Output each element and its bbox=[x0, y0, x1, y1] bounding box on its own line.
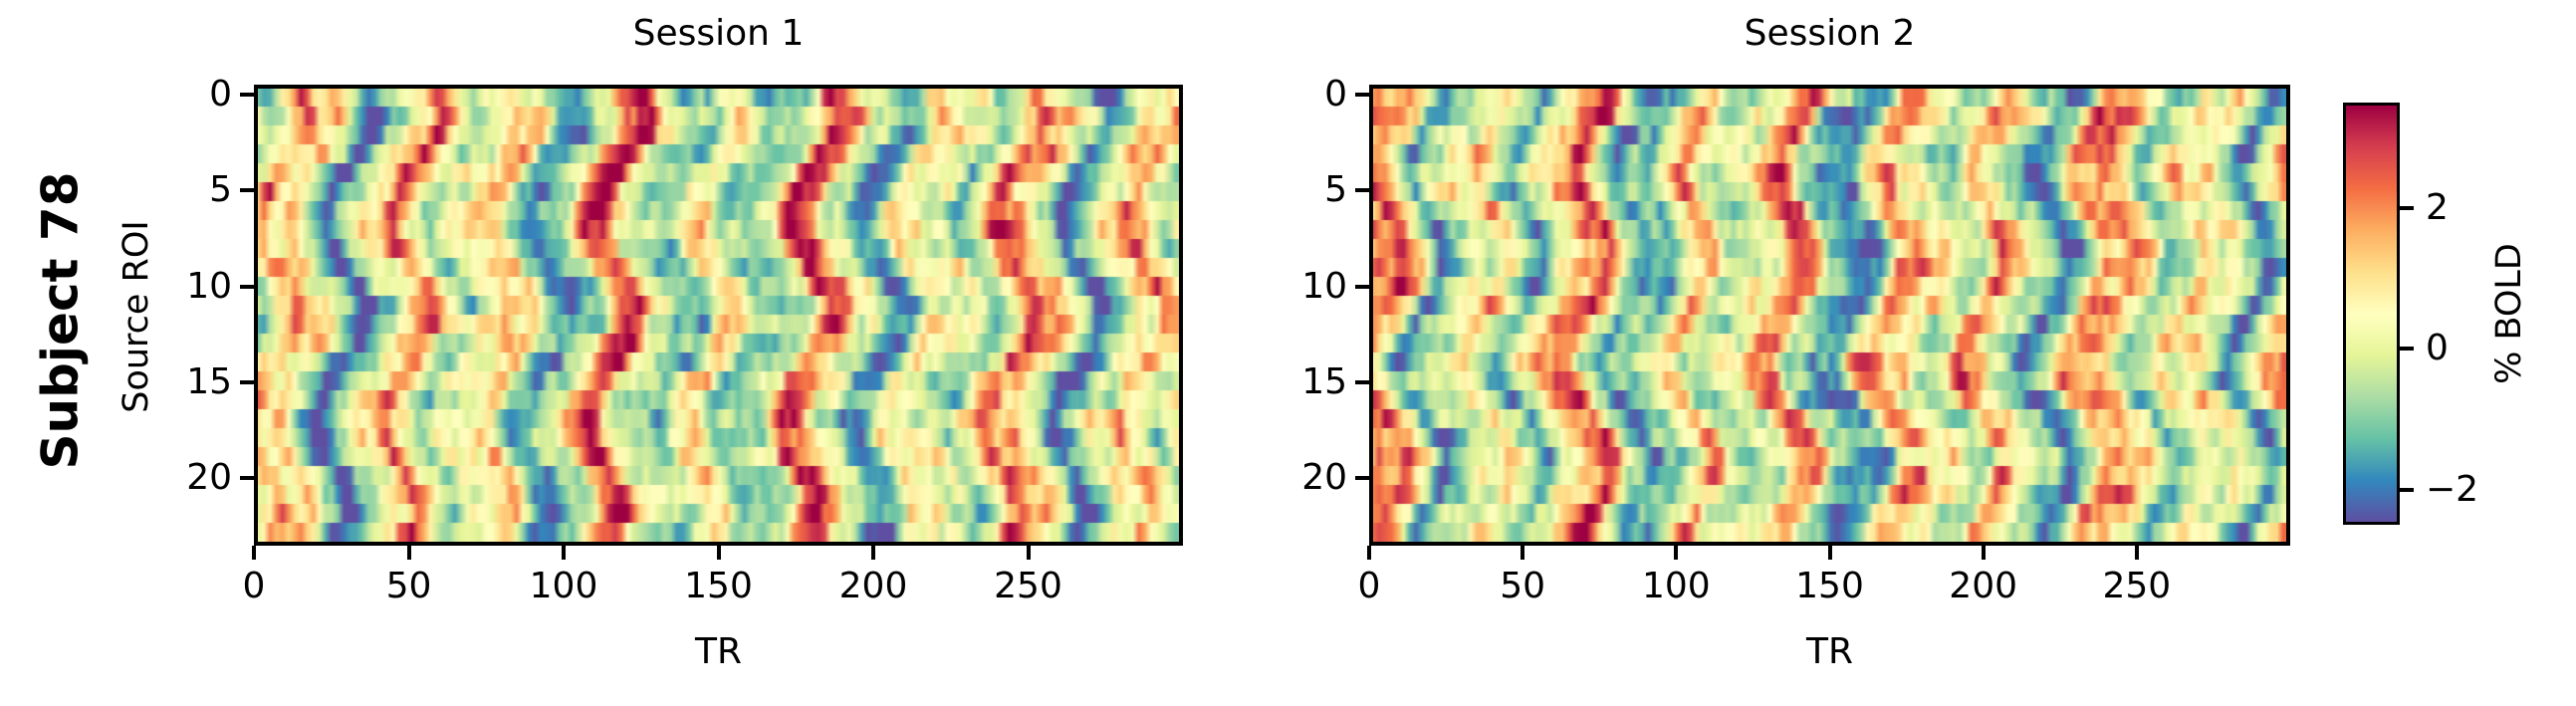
x-tick-label: 250 bbox=[2102, 566, 2172, 606]
x-axis-label: TR bbox=[694, 631, 742, 672]
y-tick-label: 15 bbox=[186, 361, 232, 403]
panel-title: Session 1 bbox=[632, 13, 805, 54]
heatmap-canvas bbox=[258, 89, 1179, 542]
y-tick-label: 20 bbox=[1301, 457, 1347, 499]
y-tick-mark bbox=[1355, 284, 1369, 289]
x-tick-mark bbox=[1827, 546, 1832, 560]
x-tick-label: 0 bbox=[1357, 566, 1381, 606]
y-tick-mark bbox=[1355, 476, 1369, 481]
x-tick-mark bbox=[1981, 546, 1986, 560]
axis-frame bbox=[1369, 85, 2290, 546]
colorbar-tick-label: −2 bbox=[2426, 468, 2479, 510]
x-tick-mark bbox=[2134, 546, 2139, 560]
axis-frame bbox=[254, 85, 1183, 546]
heatmap-panel-session-2: Session 2 TR 0 50 100 150 200 250 0 5 10 15 20 bbox=[1301, 13, 2290, 672]
heatmap-canvas bbox=[1373, 89, 2286, 542]
y-tick-label: 0 bbox=[209, 73, 232, 115]
y-tick-mark bbox=[1355, 380, 1369, 385]
colorbar-tick-label: 2 bbox=[2426, 187, 2449, 228]
y-tick-mark bbox=[240, 380, 254, 385]
x-tick-mark bbox=[1026, 546, 1031, 560]
subject-row-label: Subject 78 bbox=[31, 171, 90, 470]
x-tick-mark bbox=[1521, 546, 1525, 560]
x-tick-mark bbox=[252, 546, 256, 560]
y-tick-label: 0 bbox=[1324, 73, 1347, 115]
x-tick-label: 200 bbox=[838, 566, 908, 606]
y-tick-mark bbox=[240, 476, 254, 481]
x-tick-label: 50 bbox=[1500, 566, 1546, 606]
x-tick-label: 150 bbox=[1795, 566, 1864, 606]
x-tick-mark bbox=[1674, 546, 1679, 560]
colorbar-tick-mark bbox=[2400, 206, 2414, 210]
x-tick-label: 250 bbox=[994, 566, 1062, 606]
heatmap-panel-session-1: Session 1 TR 0 50 100 150 200 250 0 5 10 15 20 bbox=[186, 13, 1183, 672]
x-tick-label: 0 bbox=[242, 566, 266, 606]
y-tick-label: 20 bbox=[186, 457, 232, 499]
x-tick-label: 100 bbox=[1641, 566, 1711, 606]
x-tick-label: 100 bbox=[529, 566, 598, 606]
x-axis-label: TR bbox=[1805, 631, 1853, 672]
y-tick-label: 10 bbox=[186, 265, 232, 307]
x-tick-mark bbox=[1367, 546, 1371, 560]
x-tick-label: 150 bbox=[684, 566, 753, 606]
x-tick-mark bbox=[716, 546, 721, 560]
panel-title: Session 2 bbox=[1744, 13, 1916, 54]
y-tick-label: 5 bbox=[209, 169, 232, 211]
y-tick-label: 5 bbox=[1324, 169, 1347, 211]
colorbar: 2 0 −2 bbox=[2343, 103, 2478, 525]
x-tick-mark bbox=[562, 546, 566, 560]
colorbar-tick-mark bbox=[2400, 347, 2414, 352]
x-tick-mark bbox=[406, 546, 411, 560]
x-tick-label: 200 bbox=[1949, 566, 2018, 606]
y-tick-label: 15 bbox=[1301, 361, 1347, 403]
x-tick-label: 50 bbox=[385, 566, 432, 606]
colorbar-tick-mark bbox=[2400, 487, 2414, 492]
y-tick-mark bbox=[1355, 188, 1369, 193]
y-tick-mark bbox=[240, 284, 254, 289]
y-tick-mark bbox=[1355, 92, 1369, 97]
y-tick-label: 10 bbox=[1301, 265, 1347, 307]
colorbar-label: % BOLD bbox=[2489, 243, 2529, 384]
y-tick-mark bbox=[240, 188, 254, 193]
colorbar-gradient bbox=[2343, 103, 2400, 525]
colorbar-tick-label: 0 bbox=[2426, 328, 2449, 369]
x-tick-mark bbox=[871, 546, 875, 560]
y-tick-mark bbox=[240, 92, 254, 97]
